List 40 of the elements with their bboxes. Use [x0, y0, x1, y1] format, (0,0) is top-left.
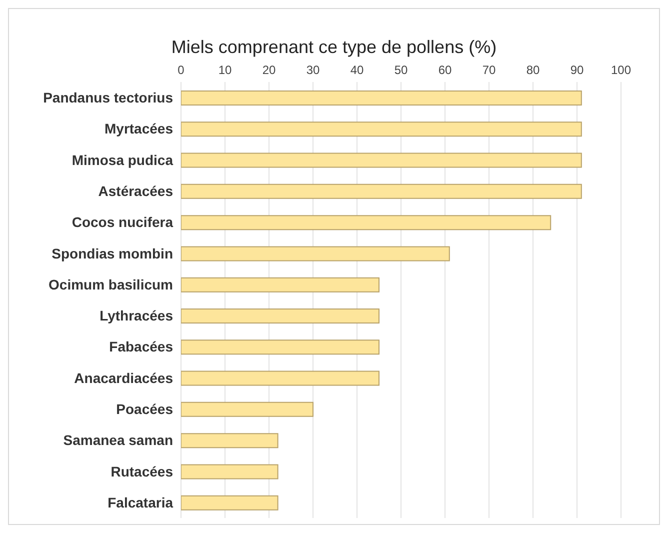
y-tick-label: Pandanus tectorius: [43, 90, 174, 106]
bar: [181, 152, 582, 168]
bar: [181, 246, 450, 262]
y-tick-label: Myrtacées: [104, 120, 174, 137]
bar: [181, 184, 582, 199]
bar: [181, 464, 278, 480]
y-tick-label: Fabacées: [109, 338, 174, 355]
y-tick-label: Anacardiacées: [74, 370, 174, 386]
x-tick-label: 60: [438, 63, 452, 77]
y-tick-label: Astéracées: [98, 182, 174, 199]
x-tick-label: 90: [570, 63, 584, 77]
x-tick-label: 10: [218, 63, 232, 77]
y-tick-label: Cocos nucifera: [72, 214, 174, 230]
y-tick-label: Mimosa pudica: [72, 152, 174, 168]
x-tick-label: 0: [178, 63, 185, 77]
bar: [181, 277, 380, 292]
bar: [181, 340, 380, 355]
bar: [181, 215, 552, 230]
x-tick-label: 70: [482, 63, 496, 77]
bar: [181, 433, 278, 448]
bar: [181, 308, 380, 324]
bar: [181, 90, 582, 106]
x-tick-label: 100: [610, 63, 632, 77]
y-tick-label: Ocimum basilicum: [48, 276, 173, 292]
chart-title: Miels comprenant ce type de pollens (%): [170, 37, 498, 58]
y-tick-label: Poacées: [116, 400, 174, 417]
bar: [181, 370, 380, 386]
x-tick-label: 50: [394, 63, 408, 77]
bar: [181, 495, 278, 510]
x-tick-label: 20: [262, 63, 276, 77]
x-tick-label: 80: [526, 63, 540, 77]
y-tick-label: Lythracées: [100, 308, 174, 324]
y-tick-label: Rutacées: [110, 463, 174, 480]
bar: [181, 122, 582, 137]
y-tick-label: Spondias mombin: [52, 245, 173, 262]
x-tick-label: 30: [306, 63, 320, 77]
y-tick-label: Falcataria: [108, 494, 174, 510]
bar: [181, 402, 314, 417]
x-tick-label: 40: [350, 63, 364, 77]
y-tick-label: Samanea saman: [63, 432, 173, 448]
